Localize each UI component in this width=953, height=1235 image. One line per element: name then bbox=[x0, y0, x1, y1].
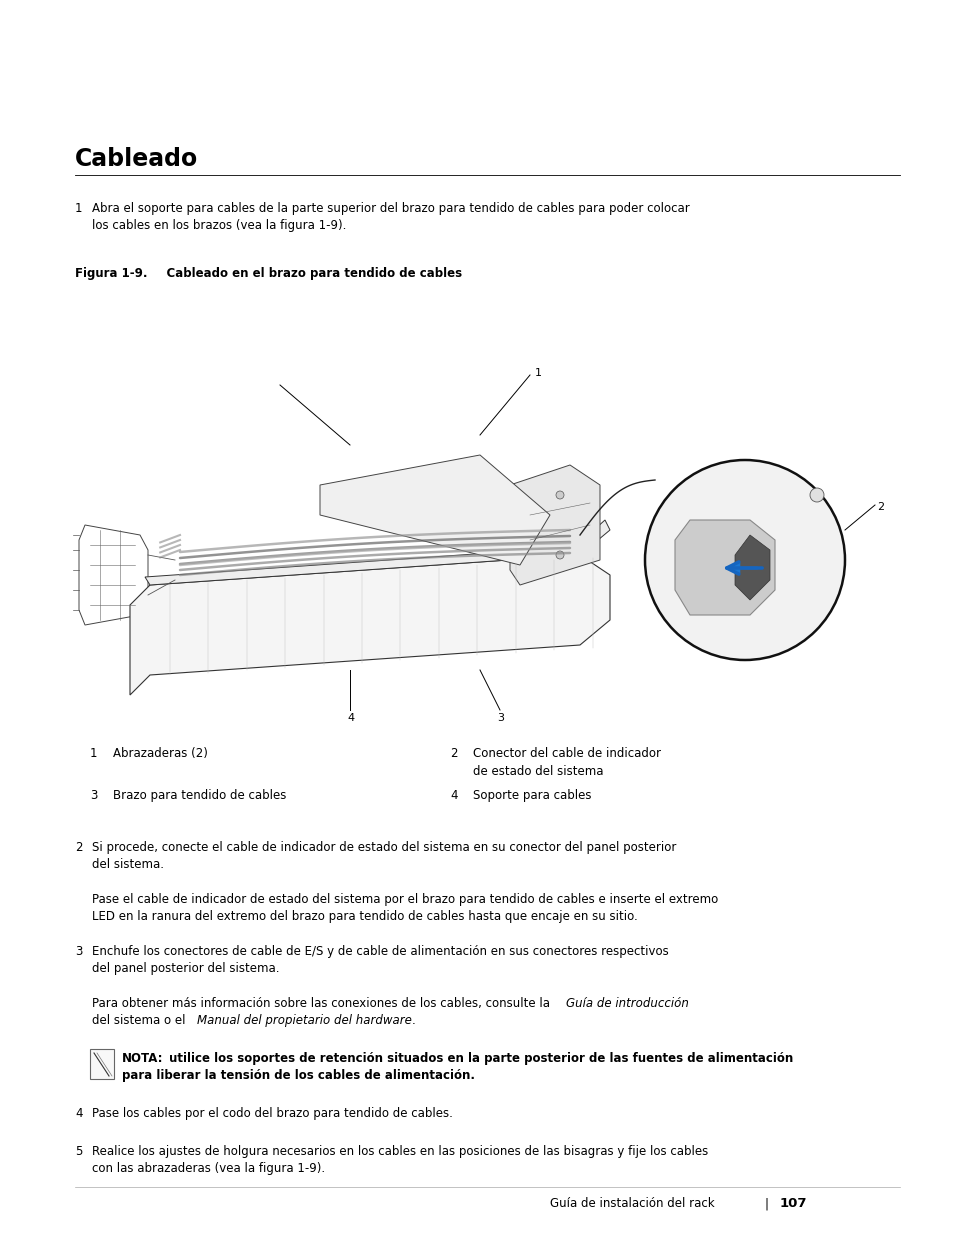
Text: |: | bbox=[764, 1197, 768, 1210]
Text: 3: 3 bbox=[90, 789, 97, 802]
Circle shape bbox=[644, 459, 844, 659]
Text: 2: 2 bbox=[75, 841, 82, 853]
Text: Guía de instalación del rack: Guía de instalación del rack bbox=[550, 1197, 714, 1210]
Text: utilice los soportes de retención situados en la parte posterior de las fuentes : utilice los soportes de retención situad… bbox=[165, 1052, 792, 1065]
Text: 2: 2 bbox=[450, 747, 457, 760]
Text: 3: 3 bbox=[497, 713, 503, 722]
Text: del sistema o el: del sistema o el bbox=[91, 1014, 189, 1028]
Text: 1: 1 bbox=[535, 368, 541, 378]
FancyBboxPatch shape bbox=[90, 1049, 113, 1079]
Text: 4: 4 bbox=[75, 1107, 82, 1120]
Text: de estado del sistema: de estado del sistema bbox=[473, 764, 603, 778]
Text: NOTA:: NOTA: bbox=[122, 1052, 163, 1065]
Polygon shape bbox=[510, 466, 599, 585]
Text: Cableado: Cableado bbox=[75, 147, 198, 170]
Text: Enchufe los conectores de cable de E/S y de cable de alimentación en sus conecto: Enchufe los conectores de cable de E/S y… bbox=[91, 945, 668, 958]
Polygon shape bbox=[130, 555, 609, 695]
Text: Si procede, conecte el cable de indicador de estado del sistema en su conector d: Si procede, conecte el cable de indicado… bbox=[91, 841, 676, 853]
Polygon shape bbox=[319, 454, 550, 564]
Text: Manual del propietario del hardware: Manual del propietario del hardware bbox=[196, 1014, 411, 1028]
Polygon shape bbox=[145, 520, 609, 585]
Text: 1: 1 bbox=[90, 747, 97, 760]
Text: Pase el cable de indicador de estado del sistema por el brazo para tendido de ca: Pase el cable de indicador de estado del… bbox=[91, 893, 718, 906]
Text: Conector del cable de indicador: Conector del cable de indicador bbox=[473, 747, 660, 760]
Circle shape bbox=[556, 551, 563, 559]
Polygon shape bbox=[675, 520, 774, 615]
Text: .: . bbox=[412, 1014, 416, 1028]
Text: del sistema.: del sistema. bbox=[91, 858, 164, 871]
Text: Guía de introducción: Guía de introducción bbox=[565, 997, 688, 1010]
Circle shape bbox=[809, 488, 823, 501]
Text: Abra el soporte para cables de la parte superior del brazo para tendido de cable: Abra el soporte para cables de la parte … bbox=[91, 203, 689, 215]
Text: LED en la ranura del extremo del brazo para tendido de cables hasta que encaje e: LED en la ranura del extremo del brazo p… bbox=[91, 910, 638, 923]
Text: del panel posterior del sistema.: del panel posterior del sistema. bbox=[91, 962, 279, 974]
Text: los cables en los brazos (vea la figura 1-9).: los cables en los brazos (vea la figura … bbox=[91, 219, 346, 232]
Text: con las abrazaderas (vea la figura 1-9).: con las abrazaderas (vea la figura 1-9). bbox=[91, 1162, 325, 1174]
Text: 1: 1 bbox=[75, 203, 82, 215]
Circle shape bbox=[556, 492, 563, 499]
Text: Brazo para tendido de cables: Brazo para tendido de cables bbox=[112, 789, 286, 802]
Text: Figura 1-9.: Figura 1-9. bbox=[75, 267, 148, 280]
Text: Realice los ajustes de holgura necesarios en los cables en las posiciones de las: Realice los ajustes de holgura necesario… bbox=[91, 1145, 707, 1158]
FancyArrowPatch shape bbox=[728, 563, 757, 573]
Text: Soporte para cables: Soporte para cables bbox=[473, 789, 591, 802]
Text: 3: 3 bbox=[75, 945, 82, 958]
Text: 2: 2 bbox=[876, 501, 883, 513]
Polygon shape bbox=[734, 535, 769, 600]
Text: Pase los cables por el codo del brazo para tendido de cables.: Pase los cables por el codo del brazo pa… bbox=[91, 1107, 453, 1120]
Text: para liberar la tensión de los cables de alimentación.: para liberar la tensión de los cables de… bbox=[122, 1070, 475, 1082]
Text: 4: 4 bbox=[450, 789, 457, 802]
Text: Para obtener más información sobre las conexiones de los cables, consulte la: Para obtener más información sobre las c… bbox=[91, 997, 553, 1010]
Text: Abrazaderas (2): Abrazaderas (2) bbox=[112, 747, 208, 760]
Text: 5: 5 bbox=[75, 1145, 82, 1158]
Text: 4: 4 bbox=[347, 713, 354, 722]
Text: 107: 107 bbox=[780, 1197, 806, 1210]
Text: Cableado en el brazo para tendido de cables: Cableado en el brazo para tendido de cab… bbox=[150, 267, 461, 280]
